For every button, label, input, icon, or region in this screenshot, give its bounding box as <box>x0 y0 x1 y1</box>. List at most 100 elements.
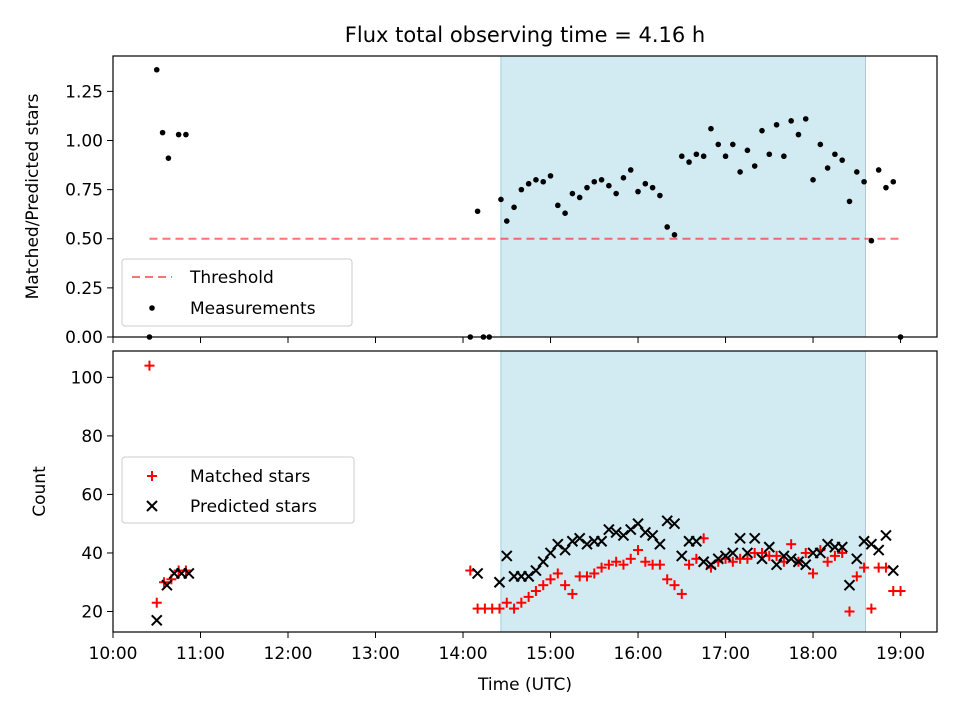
matched-star-point <box>603 559 614 570</box>
predicted-star-point <box>690 535 703 547</box>
matched-star-point <box>596 562 607 573</box>
measurement-point <box>503 218 510 224</box>
matched-star-point <box>552 568 563 579</box>
predicted-star-point <box>552 538 564 550</box>
predicted-star-point <box>887 564 899 577</box>
predicted-star-point <box>493 576 506 588</box>
measurement-point <box>802 116 809 122</box>
legend-measurements-label: Measurements <box>190 299 316 319</box>
predicted-star-point <box>581 538 593 550</box>
y-tick-label: 0.75 <box>65 181 103 201</box>
measurement-point <box>810 176 816 183</box>
y-tick-label: 0.00 <box>65 328 103 348</box>
predicted-star-point <box>763 541 775 553</box>
predicted-star-point <box>654 538 666 550</box>
predicted-star-point <box>880 529 892 542</box>
count-panel: 10:00 11:00 12:00 13:00 14:00 15:00 16:00 17:00… <box>30 350 938 664</box>
matched-star-point <box>669 580 680 591</box>
matched-star-point <box>581 571 592 582</box>
matched-star-point <box>786 539 797 550</box>
x-tick-label: 12:00 <box>264 644 313 664</box>
measurement-point <box>606 182 612 189</box>
count-panel-legend: Matched stars Predicted stars <box>121 456 355 524</box>
matched-star-point <box>727 556 738 567</box>
matched-star-point <box>516 597 527 608</box>
measurement-point <box>846 198 853 205</box>
measurement-point <box>890 178 897 185</box>
measurement-point <box>788 118 794 124</box>
predicted-star-point <box>800 558 812 571</box>
y-tick-label: 100 <box>71 368 103 388</box>
predicted-star-point <box>858 535 870 547</box>
measurement-point <box>773 121 780 128</box>
predicted-star-point <box>821 538 834 550</box>
measurement-point <box>165 155 172 161</box>
x-tick-label: 10:00 <box>89 644 138 664</box>
measurement-point <box>678 153 685 160</box>
y-tick-label: 60 <box>81 485 103 505</box>
measurement-point <box>671 232 678 238</box>
measurement-point <box>781 153 787 160</box>
y-tick-label: 40 <box>81 544 103 564</box>
predicted-star-point <box>770 558 783 571</box>
predicted-star-point <box>872 544 885 556</box>
matched-star-point <box>625 553 636 564</box>
measurement-point <box>853 169 860 175</box>
measurement-point <box>159 129 166 136</box>
measurement-point <box>839 157 846 163</box>
ratio-panel-y-ticks: 0.00 0.25 0.50 0.75 1.00 1.25 <box>65 82 113 348</box>
predicted-star-point <box>646 529 659 542</box>
measurement-point <box>175 131 182 138</box>
measurement-point <box>700 153 707 160</box>
matched-star-point <box>808 568 819 579</box>
ratio-panel-legend: Threshold Measurements <box>121 258 353 327</box>
predicted-star-point <box>712 553 724 565</box>
measurement-point <box>533 176 539 183</box>
star-count-points <box>144 360 906 626</box>
measurement-point <box>730 141 736 148</box>
predicted-star-point <box>785 553 797 565</box>
predicted-star-point <box>544 547 557 559</box>
y-tick-label: 0.50 <box>65 230 103 250</box>
measurement-point <box>498 196 504 203</box>
measurement-point <box>751 163 758 169</box>
measurement-point <box>664 224 670 230</box>
y-tick-label: 1.25 <box>65 82 103 102</box>
measurement-point <box>525 180 532 187</box>
measurement-point <box>627 167 634 173</box>
matched-star-point <box>545 574 556 585</box>
predicted-star-point <box>501 550 513 562</box>
matched-star-point <box>756 547 767 558</box>
measurement-points <box>146 66 904 340</box>
measurement-point <box>620 175 627 181</box>
matched-star-point <box>676 588 687 599</box>
predicted-star-point <box>792 556 805 568</box>
observing-window-shade <box>500 55 867 338</box>
predicted-star-point <box>814 547 827 559</box>
measurement-point <box>686 159 692 165</box>
predicted-star-point <box>676 550 688 562</box>
predicted-star-point <box>865 538 878 550</box>
matched-star-point <box>859 562 870 573</box>
measurement-point <box>642 180 649 187</box>
predicted-star-point <box>566 535 579 547</box>
predicted-star-point <box>617 529 630 542</box>
predicted-star-point <box>471 567 484 580</box>
predicted-star-point <box>778 550 790 562</box>
x-tick-label: 19:00 <box>876 644 925 664</box>
matched-star-point <box>560 580 571 591</box>
matched-star-point <box>501 597 512 608</box>
y-tick-label: 1.00 <box>65 131 103 151</box>
matched-star-point <box>822 556 833 567</box>
x-tick-label: 16:00 <box>614 644 663 664</box>
matched-star-point <box>662 574 673 585</box>
matched-star-point <box>633 545 644 556</box>
predicted-star-point <box>625 523 637 536</box>
predicted-star-point <box>559 544 571 556</box>
measurement-point <box>766 151 773 158</box>
matched-star-point <box>866 603 877 614</box>
x-tick-label: 14:00 <box>439 644 488 664</box>
predicted-star-point <box>719 550 732 562</box>
predicted-star-point <box>595 535 608 547</box>
